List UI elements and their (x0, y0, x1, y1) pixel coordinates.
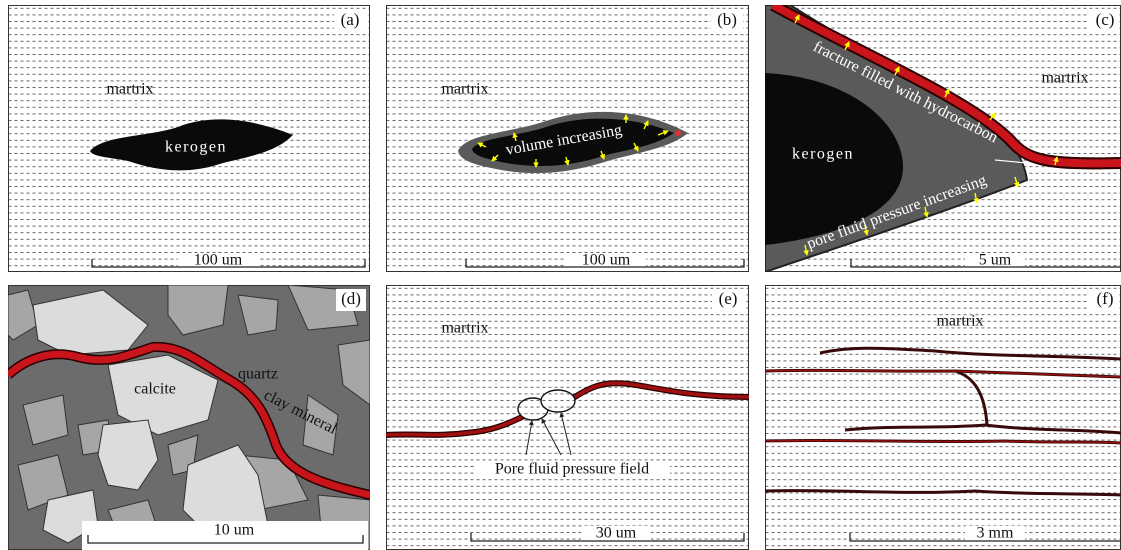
label-text: 100 um (194, 252, 243, 269)
label-text: (d) (341, 289, 361, 308)
panel-d: (d) calcite quartz clay mineral 10 um (8, 285, 370, 550)
panel-f: (f) martrix 3 mm (765, 285, 1121, 550)
label-text: martrix (441, 81, 488, 98)
label-text: (b) (717, 10, 737, 29)
label-text: martrix (106, 81, 153, 98)
label-text: (c) (1096, 10, 1115, 29)
label-text: 100 um (582, 252, 631, 269)
label-text: martrix (936, 313, 983, 330)
figure: (a) martrix kerogen 100 um (b) martrix v… (0, 0, 1121, 550)
label-text: 3 mm (977, 525, 1014, 542)
label-text: martrix (1041, 70, 1088, 87)
panel-c: (c) fracture filled with hydrocarbon mar… (765, 5, 1121, 272)
label-text: kerogen (165, 139, 227, 156)
panel-a: (a) martrix kerogen 100 um (8, 5, 370, 272)
label-text: (f) (1097, 289, 1114, 308)
shape (675, 130, 681, 136)
label-text: (e) (719, 289, 738, 308)
label-text: kerogen (792, 146, 854, 163)
panel-b: (b) martrix volume increasing 100 um (386, 5, 749, 272)
shape (541, 390, 575, 412)
label-text: 10 um (214, 522, 255, 539)
panel-e: (e) martrix Pore fluid pressure field 30… (386, 285, 749, 550)
label-text: Pore fluid pressure field (495, 461, 649, 478)
label-text: martrix (441, 320, 488, 337)
shape (386, 285, 749, 550)
label-text: quartz (238, 366, 278, 383)
label-text: 5 um (979, 252, 1012, 269)
label-text: 30 um (596, 525, 637, 542)
label-text: calcite (134, 381, 176, 398)
label-text: (a) (341, 10, 360, 29)
